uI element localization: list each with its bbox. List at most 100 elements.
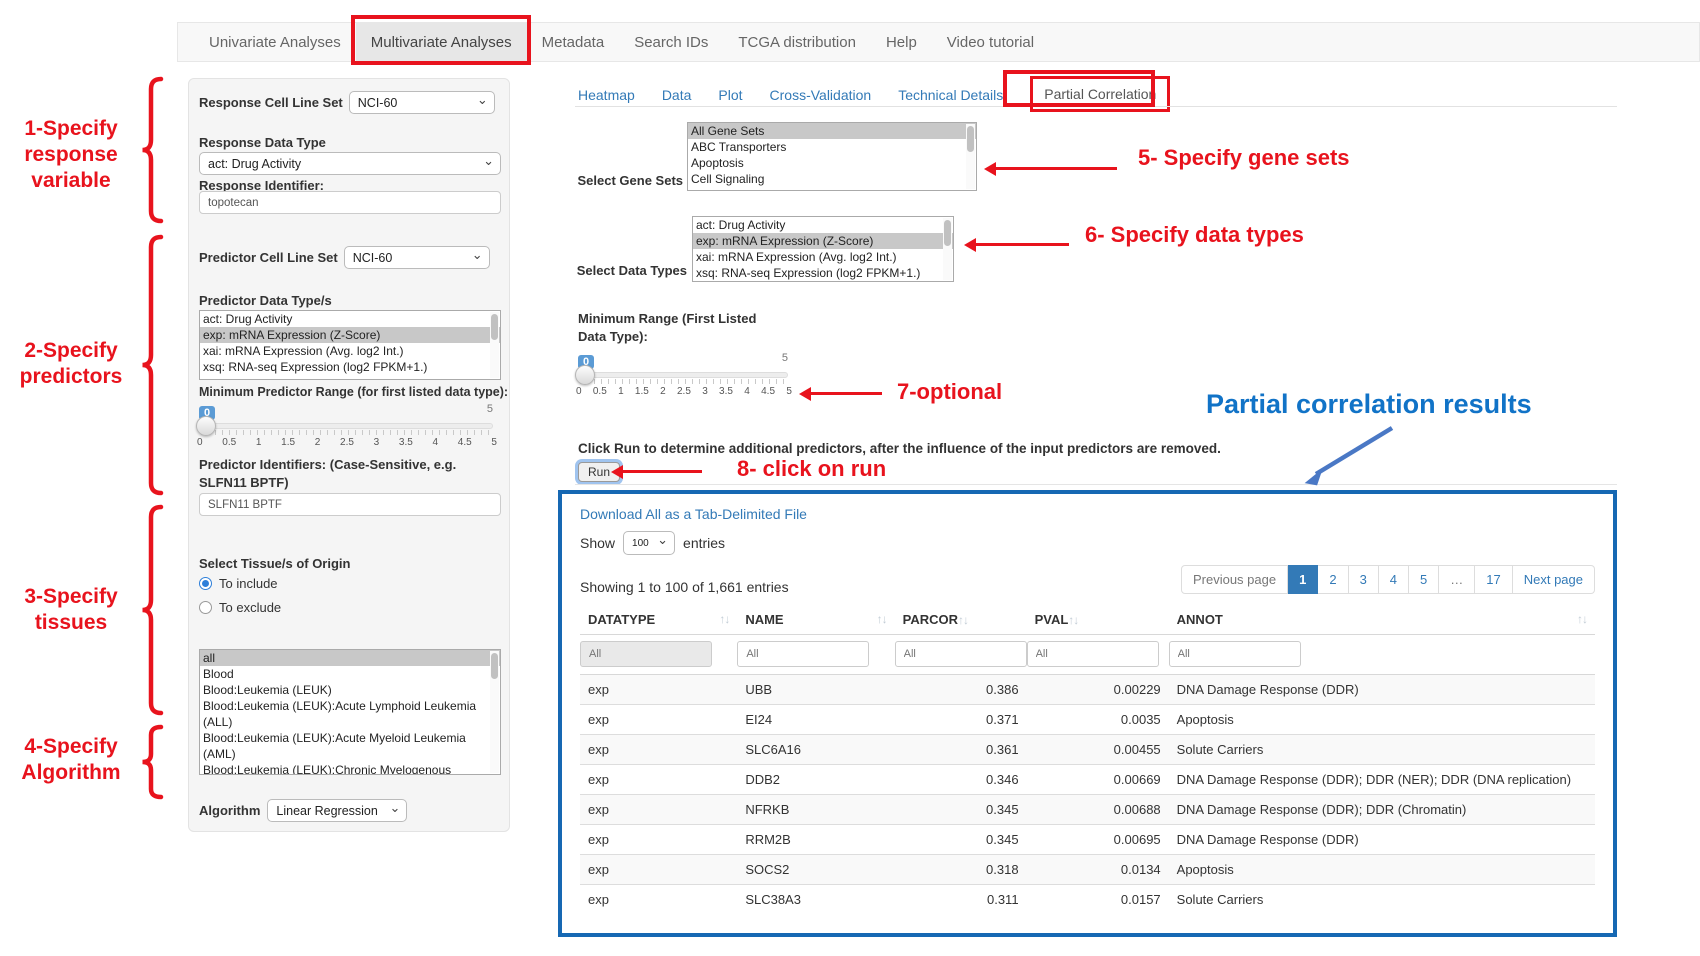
tissues-label: Select Tissue/s of Origin (199, 556, 351, 571)
nav-metadata[interactable]: Metadata (541, 33, 605, 51)
chevron-down-icon: ⌄ (471, 247, 483, 262)
listbox-option[interactable]: xai: mRNA Expression (Avg. log2 Int.) (203, 344, 404, 358)
response-cell-line-set-label: Response Cell Line Set (199, 95, 343, 110)
annotation-arrow-run (611, 465, 702, 479)
annotation-step3: 3-Specify tissues (24, 585, 118, 634)
tab-plot[interactable]: Plot (718, 87, 743, 103)
result-tabs: Heatmap Data Plot Cross-Validation Techn… (578, 76, 1197, 112)
column-header-annot[interactable]: ANNOT ↑↓ (1168, 605, 1595, 635)
listbox-option[interactable]: Blood:Leukemia (LEUK) (203, 683, 332, 697)
download-link[interactable]: Download All as a Tab-Delimited File (580, 506, 807, 522)
annotation-step2: 2-Specify predictors (19, 339, 123, 388)
sort-icon[interactable]: ↑↓ (1577, 612, 1588, 626)
predictor-cell-line-set-select[interactable]: NCI-60 ⌄ (343, 246, 490, 269)
listbox-option[interactable]: Blood:Leukemia (LEUK):Chronic Myelogenou… (203, 763, 452, 775)
listbox-option[interactable]: Blood:Leukemia (LEUK):Acute Myeloid Leuk… (203, 731, 466, 761)
listbox-option[interactable]: xsq: RNA-seq Expression (log2 FPKM+1.) (696, 266, 921, 280)
response-cell-line-set-select[interactable]: NCI-60 ⌄ (348, 91, 495, 114)
column-header-datatype[interactable]: DATATYPE ↑↓ (580, 605, 738, 635)
listbox-option[interactable]: xai: mRNA Expression (Avg. log2 Int.) (696, 250, 897, 264)
cell-name: SLC38A3 (737, 884, 895, 914)
column-header-name[interactable]: NAME ↑↓ (737, 605, 895, 635)
nav-multivariate-analyses[interactable]: Multivariate Analyses (355, 23, 527, 61)
partial-correlation-results-panel: Download All as a Tab-Delimited File Sho… (558, 490, 1617, 937)
scrollbar[interactable] (490, 312, 499, 378)
pagination-page-3[interactable]: 3 (1348, 565, 1379, 594)
min-range-slider: 0 5 0 0.5 1 1.5 2 2.5 3 3.5 4 4.5 5 (575, 352, 792, 400)
radio-to-exclude[interactable]: To exclude (199, 600, 281, 615)
cell-name: NFRKB (737, 794, 895, 825)
tab-data[interactable]: Data (661, 87, 692, 103)
scrollbar[interactable] (966, 124, 975, 189)
listbox-option[interactable]: Cell Signaling (691, 172, 765, 186)
radio-to-include[interactable]: To include (199, 576, 278, 591)
listbox-option-selected[interactable]: all (200, 650, 500, 666)
slider-track[interactable] (199, 423, 493, 429)
filter-pval-input[interactable] (1026, 641, 1159, 667)
predictor-identifiers-input[interactable] (199, 493, 501, 516)
tab-cross-validation[interactable]: Cross-Validation (769, 87, 872, 103)
sort-icon[interactable]: ↑↓ (719, 612, 730, 626)
sort-icon[interactable]: ↑↓ (876, 612, 888, 626)
filter-parcor-input[interactable] (894, 641, 1027, 667)
response-data-type-select[interactable]: act: Drug Activity ⌄ (199, 152, 501, 175)
slider-track[interactable] (578, 372, 788, 378)
table-row[interactable]: exp SOCS2 0.318 0.0134 Apoptosis (580, 854, 1595, 885)
tab-heatmap[interactable]: Heatmap (578, 87, 635, 103)
column-header-pval[interactable]: PVAL↑↓ (1026, 605, 1169, 635)
pagination-page-17[interactable]: 17 (1475, 565, 1513, 594)
listbox-option[interactable]: act: Drug Activity (203, 312, 293, 326)
pagination-next[interactable]: Next page (1512, 565, 1595, 594)
cell-pval: 0.0157 (1026, 884, 1169, 914)
slider-handle[interactable] (575, 365, 595, 385)
filter-datatype-input[interactable] (580, 641, 712, 667)
listbox-option[interactable]: ABC Transporters (691, 140, 787, 154)
cell-datatype: exp (580, 704, 738, 735)
table-row[interactable]: exp EI24 0.371 0.0035 Apoptosis (580, 704, 1595, 735)
table-header-row: DATATYPE ↑↓ NAME ↑↓ PARCOR↑↓ PVAL↑↓ ANNOT ↑… (580, 605, 1595, 635)
filter-annot-input[interactable] (1168, 641, 1301, 667)
listbox-option[interactable]: Apoptosis (691, 156, 744, 170)
table-row[interactable]: exp SLC38A3 0.311 0.0157 Solute Carriers (580, 884, 1595, 914)
table-row[interactable]: exp SLC6A16 0.361 0.00455 Solute Carrier… (580, 734, 1595, 765)
results-table: DATATYPE ↑↓ NAME ↑↓ PARCOR↑↓ PVAL↑↓ ANNOT ↑… (580, 605, 1595, 914)
algorithm-select[interactable]: Linear Regression ⌄ (267, 799, 408, 822)
table-row[interactable]: exp DDB2 0.346 0.00669 DNA Damage Respon… (580, 764, 1595, 795)
nav-tcga-distribution[interactable]: TCGA distribution (738, 33, 856, 51)
pagination-page-4[interactable]: 4 (1378, 565, 1410, 594)
nav-video-tutorial[interactable]: Video tutorial (946, 33, 1035, 51)
listbox-option-selected[interactable]: exp: mRNA Expression (Z-Score) (200, 327, 500, 343)
entries-label: entries (683, 535, 726, 551)
pagination-previous[interactable]: Previous page (1180, 565, 1289, 594)
pagination-page-1[interactable]: 1 (1288, 565, 1319, 594)
nav-univariate-analyses[interactable]: Univariate Analyses (209, 33, 341, 51)
sort-icon[interactable]: ↑↓ (1068, 613, 1079, 627)
cell-pval: 0.0134 (1026, 854, 1169, 885)
listbox-option-selected[interactable]: All Gene Sets (688, 123, 976, 139)
nav-search-ids[interactable]: Search IDs (634, 33, 709, 51)
listbox-option[interactable]: Blood:Leukemia (LEUK):Acute Lymphoid Leu… (203, 699, 477, 729)
listbox-option[interactable]: xsq: RNA-seq Expression (log2 FPKM+1.) (203, 360, 428, 374)
sort-icon[interactable]: ↑↓ (958, 613, 969, 627)
show-entries-select[interactable]: 100 ⌄ (623, 531, 676, 555)
pagination-page-5[interactable]: 5 (1409, 565, 1440, 594)
scrollbar[interactable] (943, 218, 952, 280)
tab-technical-details[interactable]: Technical Details (898, 87, 1004, 103)
filter-name-input[interactable] (737, 641, 870, 667)
scrollbar[interactable] (490, 651, 499, 773)
cell-pval: 0.00455 (1026, 734, 1169, 765)
table-row[interactable]: exp UBB 0.386 0.00229 DNA Damage Respons… (580, 674, 1595, 705)
tab-partial-correlation[interactable]: Partial Correlation (1030, 76, 1171, 112)
table-row[interactable]: exp RRM2B 0.345 0.00695 DNA Damage Respo… (580, 824, 1595, 855)
table-row[interactable]: exp NFRKB 0.345 0.00688 DNA Damage Respo… (580, 794, 1595, 825)
slider-handle[interactable] (196, 416, 216, 436)
listbox-option-selected[interactable]: exp: mRNA Expression (Z-Score) (693, 233, 953, 249)
pagination-page-2[interactable]: 2 (1318, 565, 1349, 594)
column-header-parcor[interactable]: PARCOR↑↓ (894, 605, 1027, 635)
response-identifier-input[interactable] (199, 191, 501, 214)
listbox-option[interactable]: Blood (203, 667, 234, 681)
listbox-option[interactable]: act: Drug Activity (696, 218, 786, 232)
nav-help[interactable]: Help (885, 33, 917, 51)
run-button[interactable]: Run (578, 462, 621, 482)
